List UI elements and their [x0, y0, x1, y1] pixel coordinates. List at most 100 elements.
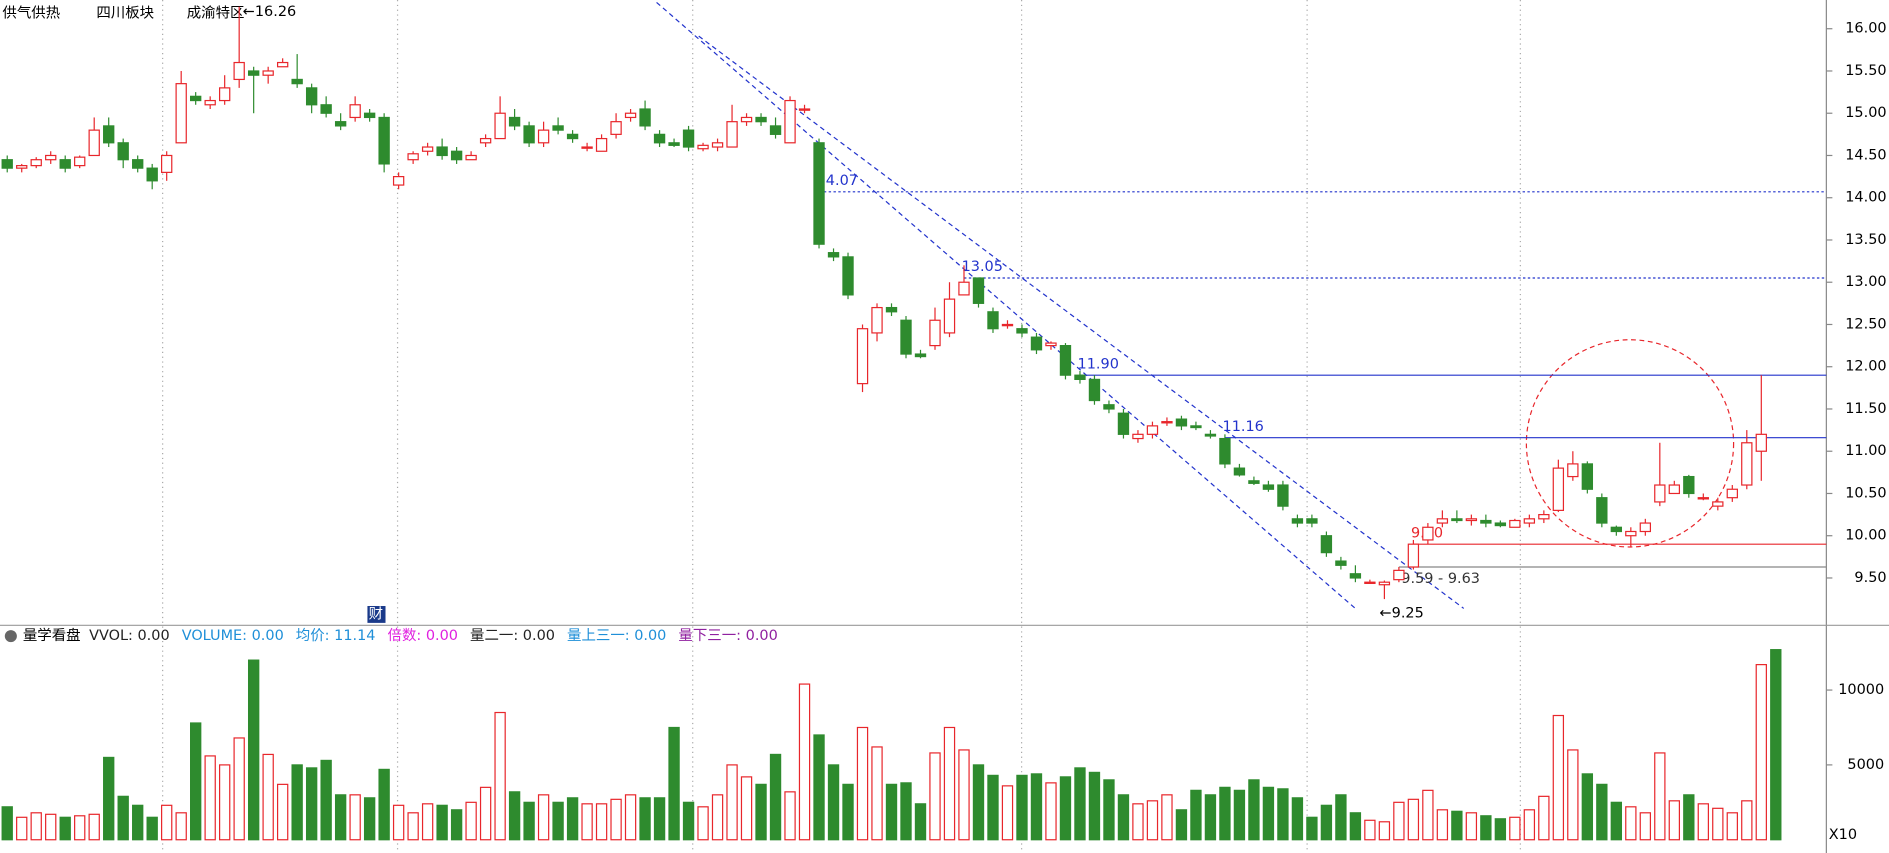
candle-body — [103, 125, 115, 144]
candle-body — [1494, 522, 1507, 527]
candle-body — [552, 125, 564, 131]
candle-body — [1567, 463, 1579, 478]
volume-bar — [755, 783, 767, 841]
candle-body — [1030, 336, 1043, 351]
low-label: ←9.25 — [1380, 606, 1424, 622]
candle-body — [421, 146, 434, 152]
volume-bar — [1567, 749, 1579, 841]
y-tick-label: 16.00 — [1845, 21, 1886, 37]
candle-body — [871, 306, 883, 334]
candle-body — [1378, 581, 1391, 586]
candle-body — [740, 116, 753, 123]
candle-body — [494, 112, 506, 140]
volume-bar — [566, 797, 579, 841]
candle-body — [436, 146, 448, 157]
y-tick-label: 13.00 — [1845, 274, 1886, 290]
candle-body — [132, 159, 144, 169]
candle-body — [943, 298, 956, 334]
candle-body — [1436, 518, 1449, 524]
candle-body — [1045, 342, 1057, 347]
candle-body — [581, 146, 593, 149]
level-label: 9.59 - 9.63 — [1401, 571, 1480, 587]
collapse-icon[interactable] — [4, 630, 17, 643]
volume-bar — [1117, 794, 1130, 841]
volume-tick-label: 5000 — [1847, 757, 1884, 773]
candle-body — [958, 281, 970, 296]
volume-bar — [407, 812, 419, 841]
volume-bar — [103, 756, 115, 841]
candle-body — [1074, 374, 1086, 381]
candle-body — [1161, 421, 1173, 424]
volume-bar — [1146, 800, 1159, 841]
volume-bar — [392, 804, 405, 841]
candle-body — [204, 99, 216, 106]
candle-body — [320, 104, 332, 114]
volume-bar — [74, 815, 86, 841]
candle-body — [1654, 484, 1666, 503]
volume-bar — [958, 749, 970, 841]
indicator: 均价: 11.14 — [296, 627, 376, 644]
candle-body — [1204, 433, 1217, 437]
volume-bar — [1654, 752, 1666, 841]
volume-bar — [1335, 794, 1347, 841]
indicator: VOLUME: 0.00 — [182, 628, 284, 644]
candle-body — [900, 319, 912, 355]
volume-bar — [1668, 800, 1680, 841]
candle-body — [1683, 475, 1695, 495]
volume-bar — [1407, 798, 1420, 841]
y-tick-label: 15.00 — [1845, 105, 1886, 121]
volume-tick-label: 10000 — [1838, 682, 1884, 698]
candle-body — [378, 116, 390, 165]
candle-body — [1349, 573, 1362, 579]
volume-bar — [1741, 800, 1753, 841]
volume-bar — [1509, 816, 1521, 841]
y-tick-label: 11.00 — [1845, 443, 1886, 459]
volume-bar — [1175, 809, 1188, 841]
volume-bar — [668, 726, 680, 841]
candle-body — [1001, 323, 1014, 327]
volume-bar — [798, 683, 811, 841]
volume-bar — [784, 791, 796, 841]
candle-body — [769, 125, 782, 135]
indicator: 倍数: 0.00 — [388, 627, 458, 644]
volume-bar — [1538, 795, 1550, 841]
candle-body — [16, 165, 28, 169]
candle-body — [1117, 412, 1130, 435]
volume-bar — [1465, 812, 1478, 841]
candle-body — [595, 137, 608, 152]
indicator: 量下三一: 0.00 — [678, 628, 777, 644]
volume-bar — [1059, 776, 1072, 841]
volume-bar — [711, 794, 724, 841]
event-marker — [367, 606, 386, 623]
candle-body — [1668, 484, 1680, 495]
y-tick-label: 10.50 — [1845, 485, 1886, 501]
volume-bar — [262, 753, 274, 841]
volume-bar — [465, 801, 477, 841]
candle-body — [218, 87, 231, 102]
candle-body — [1262, 484, 1275, 490]
candle-body — [711, 142, 724, 148]
y-tick-label: 14.50 — [1845, 147, 1886, 163]
volume-bar — [1494, 818, 1507, 841]
volume-bar — [1248, 779, 1260, 841]
volume-bar — [175, 812, 187, 841]
candle-body — [1726, 488, 1738, 499]
volume-bar — [1610, 801, 1623, 841]
volume-bar — [1639, 812, 1652, 841]
candle-body — [1277, 484, 1289, 507]
candle-body — [45, 154, 57, 161]
volume-bar — [827, 764, 840, 841]
candle-body — [566, 133, 579, 140]
volume-bar — [523, 801, 535, 841]
volume-bar — [1378, 821, 1391, 841]
scale-label: X10 — [1829, 827, 1857, 843]
volume-bar — [117, 795, 129, 841]
volume-bar — [479, 786, 492, 841]
volume-bar — [334, 794, 347, 841]
candle-body — [1639, 522, 1652, 533]
candle-body — [30, 159, 42, 167]
tag: 四川板块 — [96, 3, 154, 21]
volume-bar — [987, 774, 999, 841]
indicator: VVOL: 0.00 — [89, 628, 170, 644]
